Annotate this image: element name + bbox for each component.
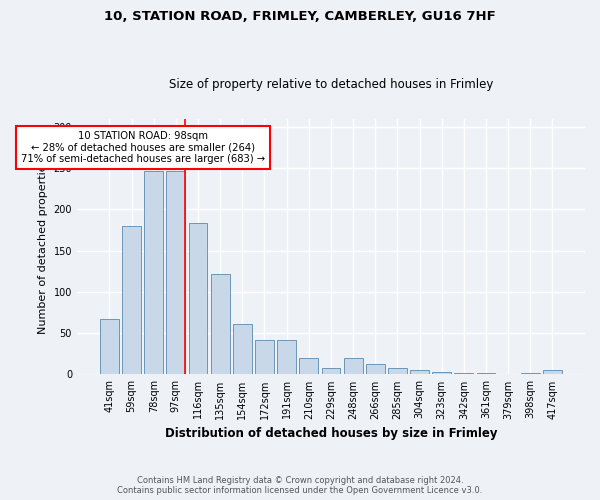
Bar xyxy=(366,364,385,374)
Bar xyxy=(322,368,340,374)
Bar xyxy=(255,340,274,374)
Bar xyxy=(476,373,496,374)
Title: Size of property relative to detached houses in Frimley: Size of property relative to detached ho… xyxy=(169,78,493,91)
Bar xyxy=(344,358,362,374)
Text: 10 STATION ROAD: 98sqm
← 28% of detached houses are smaller (264)
71% of semi-de: 10 STATION ROAD: 98sqm ← 28% of detached… xyxy=(20,131,265,164)
Bar xyxy=(410,370,429,374)
Bar xyxy=(122,226,141,374)
Bar xyxy=(521,373,540,374)
Bar xyxy=(299,358,318,374)
Bar xyxy=(145,172,163,374)
Bar xyxy=(543,370,562,374)
Bar xyxy=(188,224,208,374)
Bar xyxy=(277,340,296,374)
Text: Contains HM Land Registry data © Crown copyright and database right 2024.
Contai: Contains HM Land Registry data © Crown c… xyxy=(118,476,482,495)
Bar xyxy=(211,274,230,374)
Y-axis label: Number of detached properties: Number of detached properties xyxy=(38,159,48,334)
Bar xyxy=(100,319,119,374)
Bar xyxy=(233,324,252,374)
X-axis label: Distribution of detached houses by size in Frimley: Distribution of detached houses by size … xyxy=(164,427,497,440)
Text: 10, STATION ROAD, FRIMLEY, CAMBERLEY, GU16 7HF: 10, STATION ROAD, FRIMLEY, CAMBERLEY, GU… xyxy=(104,10,496,23)
Bar xyxy=(388,368,407,374)
Bar xyxy=(166,172,185,374)
Bar xyxy=(433,372,451,374)
Bar xyxy=(454,373,473,374)
